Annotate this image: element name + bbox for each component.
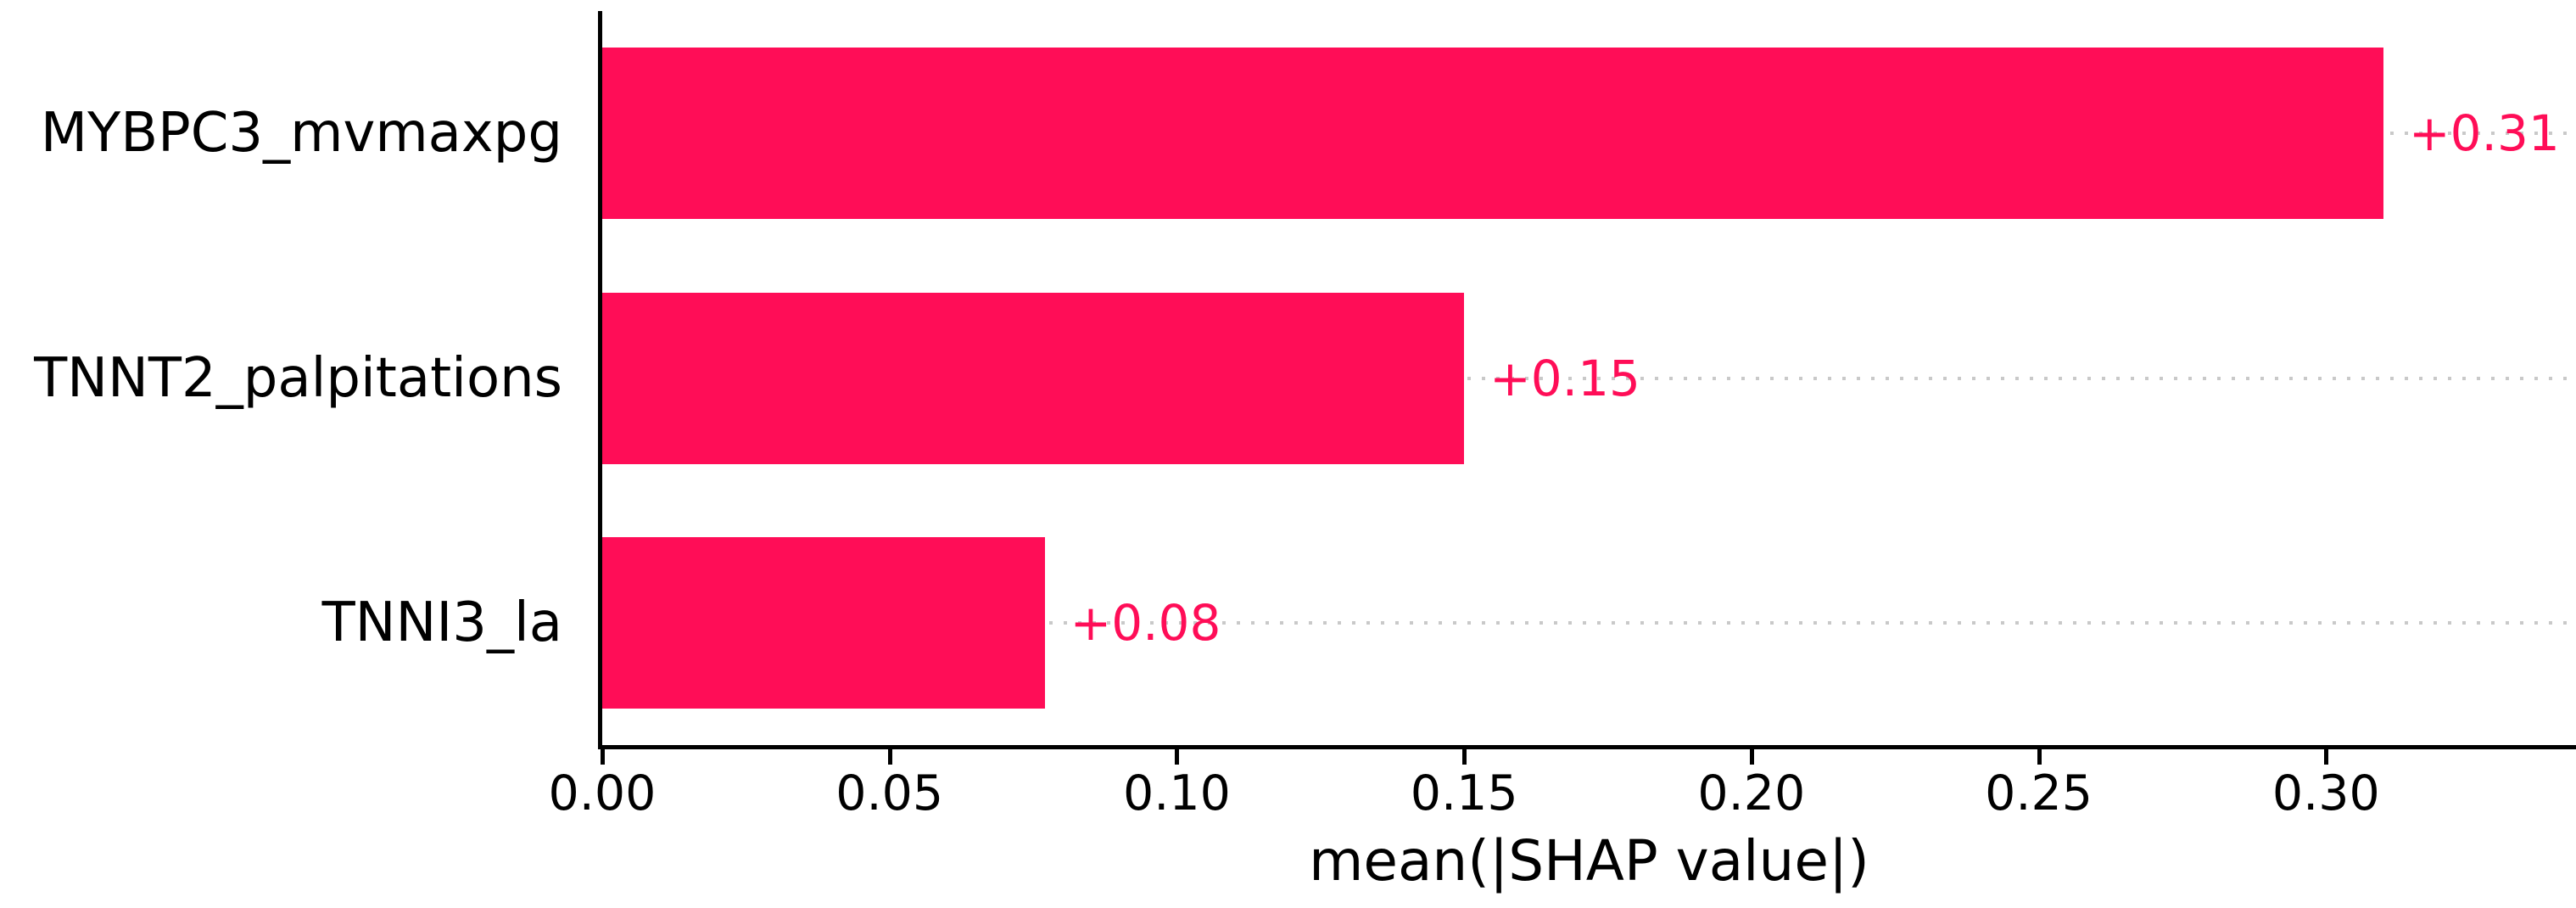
category-label: TNNT2_palpitations [34, 346, 562, 410]
category-label: TNNI3_la [321, 591, 562, 654]
x-tick-label: 0.30 [2271, 765, 2380, 821]
x-tick-mark [1462, 749, 1467, 765]
x-tick-label: 0.15 [1410, 765, 1518, 821]
x-axis-line [598, 745, 2576, 749]
row-gridline [602, 620, 2576, 625]
bar-value-label: +0.08 [1070, 593, 1221, 652]
x-tick-mark [1175, 749, 1180, 765]
x-tick-mark [2037, 749, 2042, 765]
bar [602, 292, 1465, 464]
x-tick-mark [2324, 749, 2329, 765]
bar [602, 536, 1045, 709]
x-tick-mark [887, 749, 892, 765]
y-axis-line [598, 11, 602, 749]
row-gridline [602, 376, 2576, 380]
x-tick-label: 0.00 [548, 765, 657, 821]
bar [602, 48, 2384, 220]
bar-value-label: +0.15 [1489, 349, 1640, 407]
x-tick-label: 0.10 [1122, 765, 1231, 821]
category-label: MYBPC3_mvmaxpg [40, 102, 562, 165]
x-tick-label: 0.05 [835, 765, 944, 821]
x-axis-title: mean(|SHAP value|) [1309, 828, 1869, 894]
x-tick-label: 0.25 [1985, 765, 2093, 821]
x-tick-mark [1749, 749, 1754, 765]
bar-value-label: +0.31 [2409, 104, 2560, 163]
x-tick-mark [601, 749, 605, 765]
x-tick-label: 0.20 [1697, 765, 1806, 821]
